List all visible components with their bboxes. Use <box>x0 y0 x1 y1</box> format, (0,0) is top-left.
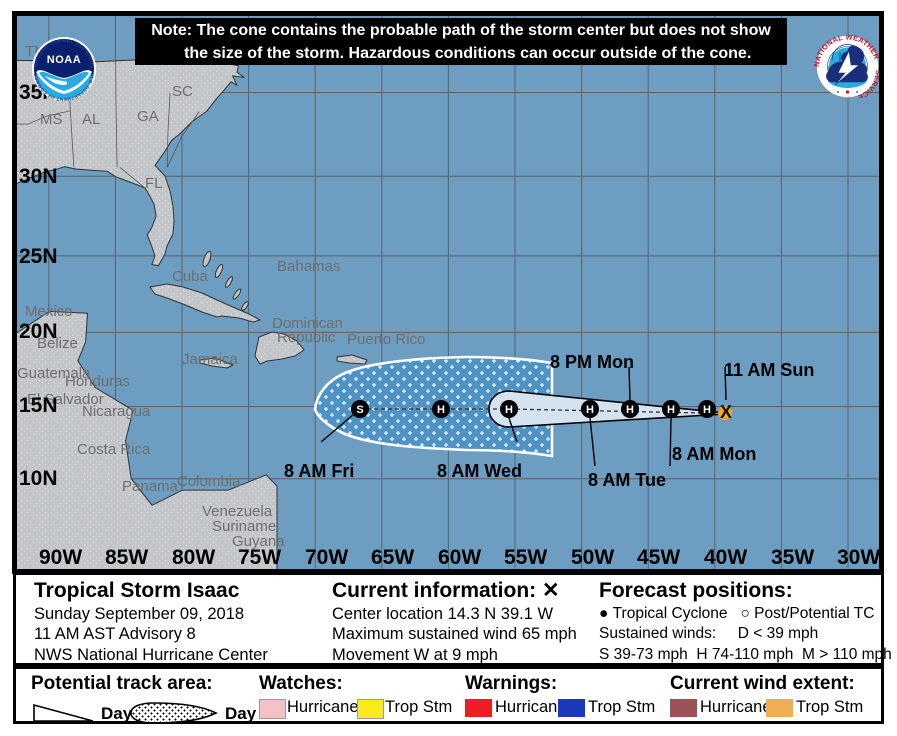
svg-text:11 AM Sun: 11 AM Sun <box>724 360 814 380</box>
svg-text:15N: 15N <box>19 394 58 417</box>
svg-text:NOAA: NOAA <box>47 54 81 66</box>
svg-text:Jamaica: Jamaica <box>182 351 239 368</box>
svg-text:35W: 35W <box>771 546 814 569</box>
svg-text:20N: 20N <box>19 320 58 343</box>
svg-text:H: H <box>586 404 594 416</box>
svg-text:10N: 10N <box>19 467 58 490</box>
svg-text:75W: 75W <box>238 546 281 569</box>
svg-text:MS: MS <box>40 111 63 128</box>
svg-text:60W: 60W <box>438 546 481 569</box>
svg-text:Panama: Panama <box>122 478 179 495</box>
svg-text:65W: 65W <box>371 546 414 569</box>
svg-text:8 AM Mon: 8 AM Mon <box>672 444 756 464</box>
svg-text:Nicaragua: Nicaragua <box>82 403 151 420</box>
svg-text:H: H <box>505 404 513 416</box>
svg-text:Colombia: Colombia <box>177 473 241 490</box>
svg-text:Mexico: Mexico <box>25 303 73 320</box>
svg-text:25N: 25N <box>19 245 58 268</box>
svg-text:50W: 50W <box>571 546 614 569</box>
svg-text:Puerto Rico: Puerto Rico <box>347 331 425 348</box>
svg-text:40W: 40W <box>704 546 747 569</box>
svg-text:Honduras: Honduras <box>65 373 130 390</box>
svg-text:AL: AL <box>82 111 100 128</box>
svg-text:H: H <box>667 404 675 416</box>
svg-text:SC: SC <box>172 83 193 100</box>
svg-text:Cuba: Cuba <box>172 268 209 285</box>
svg-text:H: H <box>703 404 711 416</box>
svg-text:8 AM Fri: 8 AM Fri <box>284 461 354 481</box>
svg-text:S: S <box>356 404 363 416</box>
svg-text:45W: 45W <box>637 546 680 569</box>
svg-text:Bahamas: Bahamas <box>277 258 340 275</box>
svg-text:Suriname: Suriname <box>212 518 276 535</box>
svg-text:90W: 90W <box>39 546 82 569</box>
svg-text:H: H <box>437 404 445 416</box>
svg-text:X: X <box>720 402 732 422</box>
svg-text:8 AM Tue: 8 AM Tue <box>588 470 666 490</box>
svg-text:Costa Rica: Costa Rica <box>77 441 151 458</box>
svg-text:Republic: Republic <box>277 329 336 346</box>
svg-text:GA: GA <box>137 108 159 125</box>
svg-text:70W: 70W <box>305 546 348 569</box>
svg-text:H: H <box>626 404 634 416</box>
svg-text:8 AM Wed: 8 AM Wed <box>437 461 522 481</box>
svg-text:30N: 30N <box>19 165 58 188</box>
svg-text:85W: 85W <box>105 546 148 569</box>
svg-text:55W: 55W <box>504 546 547 569</box>
svg-text:30W: 30W <box>837 546 879 569</box>
svg-text:8 PM Mon: 8 PM Mon <box>550 352 634 372</box>
svg-text:80W: 80W <box>172 546 215 569</box>
svg-text:FL: FL <box>145 175 163 192</box>
